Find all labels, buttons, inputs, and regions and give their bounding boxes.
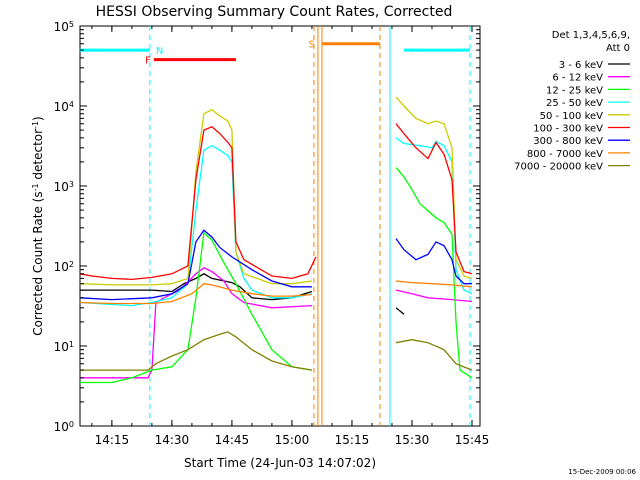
x-tick-label-1: 14:30 — [155, 433, 190, 447]
series-line-1-seg-1 — [395, 289, 473, 303]
y-axis-label-sup1: -1 — [31, 183, 40, 191]
series-line-2-seg-1 — [395, 167, 473, 379]
series-line-5-seg-1 — [395, 123, 473, 275]
flag-label-F: F — [145, 56, 151, 67]
legend-label-1: 6 - 12 keV — [552, 73, 603, 84]
series-line-7-seg-1 — [395, 280, 473, 288]
x-tick-label-5: 15:30 — [395, 433, 430, 447]
x-tick-label-0: 14:15 — [95, 433, 130, 447]
plot-area: NFS 14:15 14:30 14:45 15:00 15:15 15:30 15:45 … — [54, 20, 490, 448]
y-tick-label-2: 102 — [54, 260, 74, 275]
series-line-8-seg-1 — [395, 339, 473, 371]
series-line-5-seg-0 — [79, 126, 317, 281]
series-line-4-seg-0 — [79, 108, 312, 286]
y-axis-label: Corrected Count Rate (s-1 detector-1) — [31, 116, 46, 335]
series-line-6-seg-1 — [395, 238, 472, 285]
series-line-1-seg-0 — [79, 267, 312, 379]
x-axis-ticks: 14:15 14:30 14:45 15:00 15:15 15:30 15:45 — [91, 26, 490, 447]
chart-title: HESSI Observing Summary Count Rates, Cor… — [96, 4, 453, 20]
series-line-0-seg-1 — [395, 307, 405, 315]
y-tick-label-1: 101 — [54, 340, 74, 355]
series-line-6-seg-0 — [79, 229, 312, 301]
legend-label-0: 3 - 6 keV — [559, 60, 603, 71]
series-line-8-seg-0 — [79, 331, 313, 371]
series-line-2-seg-0 — [79, 231, 313, 384]
footer-date: 15-Dec-2009 00:06 — [568, 468, 636, 476]
flag-label-S: S — [309, 40, 315, 51]
legend-title-1: Det 1,3,4,5,6,9, — [552, 30, 630, 41]
flag-label-N: N — [156, 46, 163, 57]
attenuator-flags: NF S — [79, 40, 470, 67]
legend-label-8: 7000 - 20000 keV — [514, 162, 603, 173]
series-line-7-seg-0 — [79, 283, 312, 305]
y-axis-ticks: 100 101 102 103 104 105 — [54, 20, 480, 435]
x-axis-label: Start Time (24-Jun-03 14:07:02) — [184, 456, 376, 470]
x-tick-label-3: 15:00 — [275, 433, 310, 447]
x-tick-label-4: 15:15 — [335, 433, 370, 447]
series-line-4-seg-1 — [395, 96, 473, 280]
y-tick-label-5: 105 — [54, 20, 74, 35]
legend-label-5: 100 - 300 keV — [533, 124, 603, 135]
legend-label-3: 25 - 50 keV — [546, 98, 603, 109]
legend-label-6: 300 - 800 keV — [533, 136, 603, 147]
y-axis-label-part3: ) — [31, 116, 45, 121]
y-tick-label-3: 103 — [54, 180, 74, 195]
legend-label-4: 50 - 100 keV — [540, 111, 604, 122]
x-tick-label-6: 15:45 — [455, 433, 490, 447]
y-axis-label-part1: Corrected Count Rate (s — [31, 191, 45, 335]
y-axis-label-sup2: -1 — [31, 121, 40, 129]
plot-frame — [79, 25, 481, 427]
data-series — [79, 96, 473, 384]
y-tick-label-0: 100 — [54, 420, 74, 435]
legend: Det 1,3,4,5,6,9, Att 0 3 - 6 keV 6 - 12 k… — [514, 30, 630, 173]
vertical-markers — [149, 26, 471, 426]
legend-label-2: 12 - 25 keV — [546, 85, 603, 96]
y-tick-label-4: 104 — [54, 100, 74, 115]
legend-title-2: Att 0 — [606, 43, 630, 54]
legend-label-7: 800 - 7000 keV — [527, 149, 603, 160]
series-line-0-seg-0 — [79, 273, 313, 301]
x-tick-label-2: 14:45 — [215, 433, 250, 447]
y-axis-label-part2: detector — [31, 129, 45, 184]
